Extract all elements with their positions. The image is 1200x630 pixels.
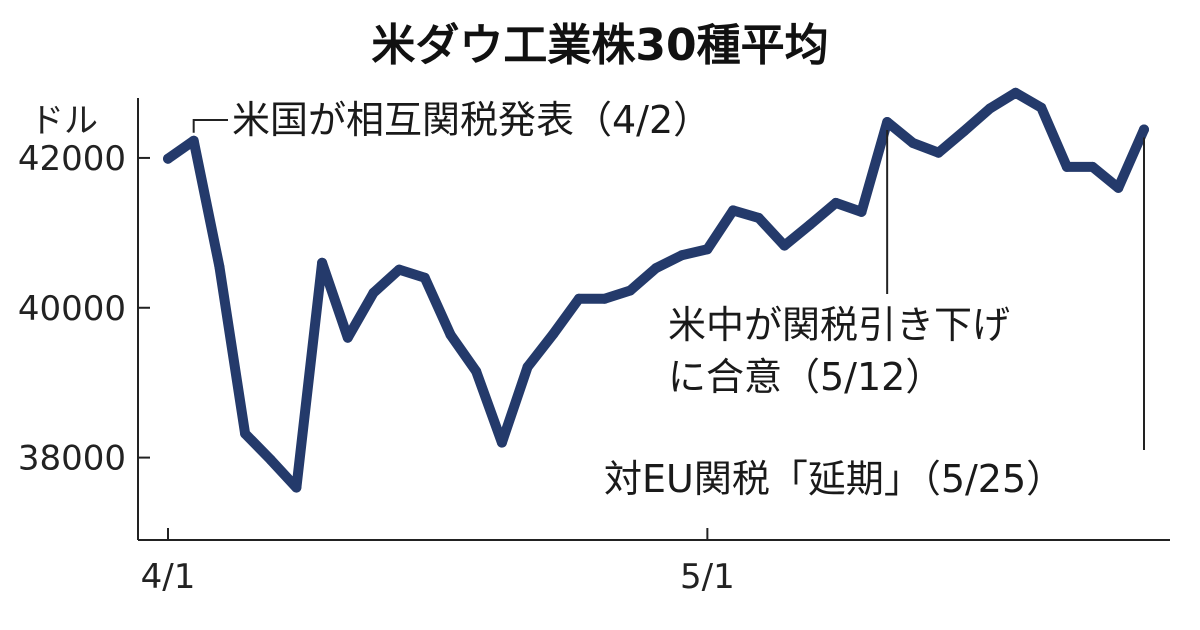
data-point: [163, 153, 173, 164]
data-point: [240, 428, 251, 439]
annotation-leader-1: [192, 119, 228, 133]
data-point: [419, 272, 430, 283]
y-tick-label: 42000: [18, 139, 126, 179]
data-point: [291, 482, 302, 493]
data-point: [496, 437, 507, 448]
data-point: [907, 137, 918, 148]
data-point: [188, 135, 199, 146]
data-point: [522, 361, 533, 372]
data-point: [753, 212, 764, 223]
y-tick-label: 40000: [18, 289, 126, 329]
data-point: [830, 197, 841, 208]
annotations: 米国が相互関税発表（4/2） 米中が関税引き下げ に合意（5/12） 対EU関税…: [192, 98, 1145, 501]
data-point: [548, 329, 559, 339]
data-point: [728, 205, 739, 216]
annotation-text-3: 対EU関税「延期」（5/25）: [604, 457, 1064, 501]
data-point: [1061, 161, 1072, 172]
data-point: [959, 126, 970, 136]
data-point: [368, 287, 379, 298]
x-tick-label: 4/1: [141, 557, 196, 597]
data-point: [625, 285, 636, 296]
annotation-text-2-line1: 米中が関税引き下げ: [668, 303, 1010, 347]
data-point: [342, 332, 353, 343]
data-point: [805, 219, 816, 230]
x-ticks: 4/1 5/1: [141, 528, 735, 597]
data-point: [882, 117, 893, 127]
data-point: [445, 329, 456, 340]
annotation-text-1: 米国が相互関税発表（4/2）: [232, 98, 711, 142]
data-point: [471, 366, 482, 377]
data-point: [984, 103, 995, 114]
data-point: [394, 264, 405, 275]
data-point: [702, 244, 713, 255]
data-point: [933, 147, 944, 158]
data-point: [1010, 87, 1021, 98]
y-tick-label: 38000: [18, 439, 126, 479]
data-point: [1036, 102, 1047, 113]
y-axis-unit-label: ドル: [30, 101, 98, 141]
data-point: [676, 250, 687, 261]
data-point: [651, 263, 661, 274]
chart-title: 米ダウ工業株30種平均: [371, 20, 828, 71]
data-point: [317, 257, 328, 268]
series-line: [163, 87, 1149, 493]
data-point: [1113, 182, 1124, 193]
data-point: [779, 240, 790, 251]
data-point: [1139, 124, 1149, 135]
data-point: [265, 454, 276, 465]
series-group: [163, 87, 1149, 493]
y-ticks: 38000 40000 42000: [18, 139, 150, 479]
x-tick-label: 5/1: [680, 557, 735, 597]
data-point: [214, 261, 225, 272]
data-point: [1087, 161, 1098, 172]
data-point: [573, 293, 584, 304]
data-point: [856, 206, 867, 217]
data-point: [599, 293, 610, 304]
annotation-text-2-line2: に合意（5/12）: [668, 355, 943, 399]
